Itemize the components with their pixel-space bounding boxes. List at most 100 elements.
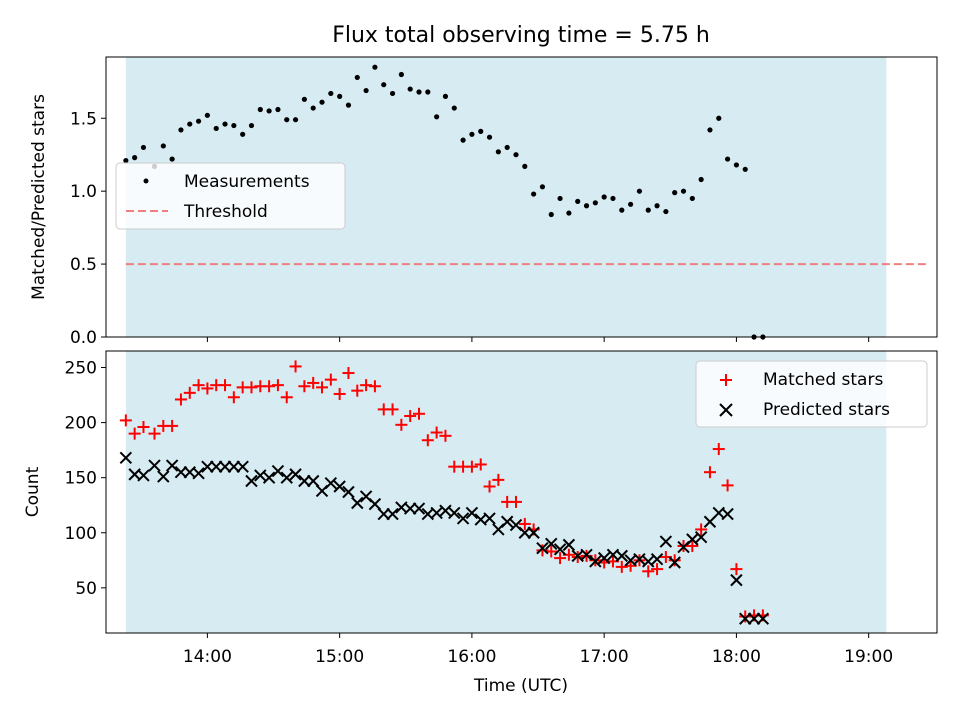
measurements-point — [292, 117, 299, 123]
measurements-point — [178, 127, 184, 133]
measurements-point — [610, 195, 616, 202]
x-b — [386, 507, 399, 521]
predicted-stars-point — [218, 460, 232, 473]
matched-stars-point — [430, 426, 443, 439]
predicted-stars-point — [280, 471, 293, 484]
matched-stars-point — [280, 391, 293, 404]
count-legend-box — [695, 360, 928, 428]
predicted-stars-point — [254, 469, 267, 482]
measurements-point — [548, 211, 554, 218]
x-b — [430, 506, 443, 520]
matched-stars-point — [712, 443, 725, 456]
measurements-point — [310, 105, 316, 111]
measurements-point — [416, 89, 422, 95]
measurements-point — [486, 134, 493, 140]
x-b — [597, 551, 611, 565]
matched-stars-point — [668, 554, 681, 567]
x-b — [174, 465, 188, 479]
x-b — [580, 548, 593, 561]
measurements-point — [698, 176, 704, 183]
matched-stars-point — [289, 360, 302, 373]
measurements-point — [248, 122, 255, 129]
measurements-point — [425, 89, 431, 95]
count-panel: 50 100 150 200 250 14:00 15:00 16:00 17:00 18:00 1… — [23, 350, 938, 696]
x-b — [668, 556, 681, 569]
x-b — [412, 502, 426, 515]
x-b — [642, 555, 655, 568]
x-b — [271, 464, 285, 478]
measurements-point — [724, 156, 731, 162]
x-b — [157, 470, 170, 483]
ratio-panel: 0.0 0.5 1.0 1.5 Matched/Predicted stars Mea… — [29, 56, 938, 348]
ratio-y-axis-label: Matched/Predicted stars — [29, 94, 49, 300]
matched-stars-point — [137, 421, 150, 434]
y-tick-label: 100 — [65, 524, 97, 544]
x-b — [721, 507, 734, 521]
measurements-point — [407, 86, 413, 92]
predicted-stars-point — [342, 485, 355, 499]
count-axis-ticks: 50 100 150 200 250 14:00 15:00 16:00 17:00 18:00 1… — [65, 359, 894, 667]
legend-predicted-marker — [719, 403, 733, 417]
predicted-stars-point — [174, 465, 188, 479]
x-b — [403, 502, 417, 515]
ratio-legend: Measurements Threshold — [115, 162, 346, 230]
predicted-stars-point — [562, 538, 576, 552]
x-b — [650, 552, 664, 566]
x-b — [448, 506, 461, 520]
x-b — [509, 518, 523, 532]
x-b — [262, 471, 276, 484]
y-tick-label: 0.5 — [70, 255, 97, 275]
predicted-stars-point — [324, 476, 338, 490]
matched-stars-point — [395, 418, 408, 431]
predicted-stars-point — [439, 504, 452, 517]
x-b — [333, 480, 346, 493]
matched-stars-point — [439, 429, 452, 442]
measurements-point — [592, 200, 598, 206]
x-b — [545, 537, 558, 550]
measurements-point — [434, 114, 440, 120]
y-tick-label: 200 — [65, 414, 97, 434]
predicted-stars-point — [333, 480, 346, 493]
matched-stars-point — [368, 380, 381, 393]
chart-title: Flux total observing time = 5.75 h — [332, 23, 710, 48]
y-tick-label: 150 — [65, 469, 97, 489]
x-b — [280, 471, 293, 484]
measurements-point — [140, 144, 147, 151]
x-b — [359, 490, 373, 503]
x-b — [210, 460, 223, 473]
x-b — [192, 467, 205, 480]
predicted-stars-point — [650, 552, 664, 566]
matched-stars-point — [360, 379, 373, 392]
legend-matched-marker — [720, 374, 732, 386]
matched-stars-point — [404, 409, 417, 422]
x-b — [571, 549, 584, 563]
predicted-stars-point — [686, 533, 699, 546]
matched-stars-point — [554, 552, 567, 565]
predicted-stars-point — [119, 451, 133, 465]
predicted-stars-point — [642, 555, 655, 568]
measurements-point — [478, 128, 484, 134]
measurements-point — [266, 108, 272, 114]
measurements-point — [531, 191, 537, 197]
predicted-stars-point — [580, 548, 593, 561]
predicted-stars-point — [597, 551, 611, 565]
measurements-point — [345, 102, 352, 108]
predicted-stars-point — [545, 537, 558, 550]
matched-stars-point — [342, 367, 355, 380]
x-b — [686, 533, 699, 546]
predicted-stars-point — [633, 552, 646, 566]
matched-stars-point — [192, 379, 205, 392]
matched-stars-point — [421, 434, 434, 447]
matched-stars-point — [730, 563, 743, 576]
predicted-stars-point — [137, 469, 150, 482]
predicted-stars-point — [430, 506, 443, 520]
predicted-stars-point — [747, 612, 761, 625]
measurements-point — [575, 198, 581, 204]
matched-stars-point — [703, 466, 716, 479]
x-b — [739, 612, 752, 625]
measurements-point — [240, 131, 246, 137]
x-b — [756, 612, 770, 625]
measurements-point — [442, 93, 449, 99]
measurements-point — [513, 152, 519, 158]
